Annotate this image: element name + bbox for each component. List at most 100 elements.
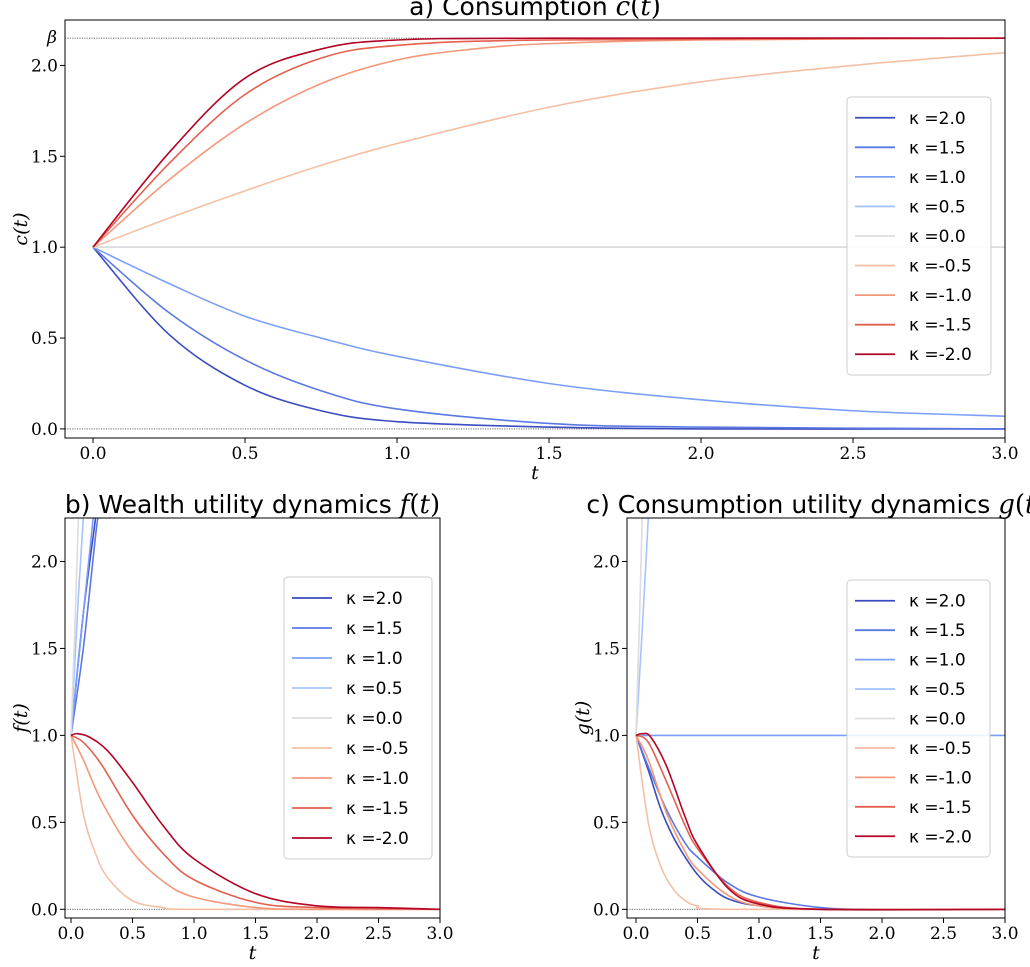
legend: κ =2.0 κ =1.5 κ =1.0 κ =0.5 κ =0.0 κ =-0.5 κ =…: [283, 576, 433, 860]
x-tick-label: 1.5: [242, 924, 269, 944]
y-tick-label: 1.5: [31, 147, 58, 167]
series-line: [70, 735, 440, 911]
legend-entry: κ =1.0: [909, 168, 966, 188]
legend-entry: κ =-1.5: [346, 799, 409, 819]
series-line: [70, 518, 80, 736]
series-line: [635, 518, 650, 736]
legend-entry: κ =1.5: [909, 138, 966, 158]
y-tick-label: 1.0: [31, 238, 58, 258]
x-axis-label: t: [812, 942, 820, 964]
x-tick-label: 2.5: [930, 924, 957, 944]
series-line: [70, 518, 99, 736]
y-tick-label: 2.0: [593, 552, 620, 572]
series-line: [70, 518, 94, 736]
y-tick-label: 2.0: [31, 56, 58, 76]
legend-entry: κ =0.5: [346, 679, 403, 699]
chart-title: b) Wealth utility dynamics f(t): [65, 490, 440, 520]
legend-entry: κ =-0.5: [909, 257, 972, 277]
chart-panel-b: 0.0 0.5 1.0 1.5 2.0 2.5 3.0 0.0 0.5 1.0 1.5 2.0 t f(t…: [10, 490, 454, 964]
legend-entry: κ =-2.0: [346, 829, 409, 849]
legend-entry: κ =-1.0: [346, 769, 409, 789]
y-tick-label: 1.0: [593, 726, 620, 746]
series-line: [70, 732, 440, 911]
legend-entry: κ =1.5: [909, 621, 966, 641]
y-tick-label: 0.0: [31, 420, 58, 440]
y-tick-label: 0.5: [31, 813, 58, 833]
legend-entry: κ =0.5: [909, 680, 966, 700]
x-tick-label: 2.0: [687, 444, 714, 464]
plot-frame: [64, 517, 441, 919]
legend-entry: κ =-1.0: [909, 286, 972, 306]
y-axis-label: g(t): [572, 701, 594, 736]
x-tick-label: 0.5: [119, 924, 146, 944]
series-line: [92, 37, 1005, 248]
series-line: [70, 734, 440, 911]
x-tick-label: 0.5: [684, 924, 711, 944]
x-tick-label: 2.0: [868, 924, 895, 944]
y-tick-label: 1.0: [31, 726, 58, 746]
beta-tick-label: β: [46, 28, 57, 48]
x-tick-label: 1.0: [745, 924, 772, 944]
plot-frame: [64, 19, 1006, 439]
legend-entry: κ =2.0: [346, 589, 403, 609]
x-tick-label: 1.0: [383, 444, 410, 464]
series-line: [635, 518, 643, 736]
x-tick-label: 3.0: [426, 924, 453, 944]
x-tick-label: 3.0: [991, 924, 1018, 944]
x-tick-label: 2.5: [839, 444, 866, 464]
legend-entry: κ =0.0: [909, 710, 966, 730]
series-line: [92, 51, 1005, 248]
series-group: [70, 518, 440, 911]
x-tick-label: 0.0: [622, 924, 649, 944]
x-tick-label: 1.5: [535, 444, 562, 464]
legend-entry: κ =0.0: [346, 709, 403, 729]
y-tick-label: 0.0: [593, 900, 620, 920]
legend-entry: κ =1.5: [346, 619, 403, 639]
legend-entry: κ =-2.0: [909, 345, 972, 365]
series-line: [635, 735, 1005, 911]
x-tick-label: 0.0: [79, 444, 106, 464]
x-axis-label: t: [249, 942, 257, 964]
x-tick-label: 1.0: [180, 924, 207, 944]
legend: κ =2.0 κ =1.5 κ =1.0 κ =0.5 κ =0.0 κ =-0.5 κ =…: [846, 579, 991, 858]
legend-entry: κ =1.0: [909, 651, 966, 671]
legend-entry: κ =2.0: [909, 592, 966, 612]
chart-title: c) Consumption utility dynamics g(t): [586, 490, 1030, 520]
y-axis-label: c(t): [10, 212, 32, 245]
chart-panel-a: β 0.0 0.5 1.0 1.5 2.0 2.5 3.0 0.0 0.5 1.0 1.5 2.0 t c(…: [10, 0, 1019, 484]
y-tick-label: 1.5: [593, 639, 620, 659]
x-tick-label: 0.0: [57, 924, 84, 944]
legend-entry: κ =-1.0: [909, 768, 972, 788]
y-tick-label: 1.5: [31, 639, 58, 659]
y-axis-label: f(t): [10, 703, 32, 735]
chart-panel-c: 0.0 0.5 1.0 1.5 2.0 2.5 3.0 0.0 0.5 1.0 1.5 2.0 t g(t…: [572, 490, 1030, 964]
legend-box: [846, 579, 991, 858]
legend-entry: κ =0.0: [909, 227, 966, 247]
legend-entry: κ =-1.5: [909, 798, 972, 818]
legend-entry: κ =-0.5: [346, 739, 409, 759]
x-tick-label: 2.5: [365, 924, 392, 944]
plot-frame: [626, 517, 1006, 919]
series-line: [635, 732, 1005, 911]
x-axis-label: t: [531, 462, 539, 484]
legend-entry: κ =-1.5: [909, 316, 972, 336]
legend-entry: κ =0.5: [909, 197, 966, 217]
series-line: [92, 37, 1005, 248]
legend: κ =2.0 κ =1.5 κ =1.0 κ =0.5 κ =0.0 κ =-0.5 κ =…: [846, 96, 992, 376]
legend-entry: κ =-2.0: [909, 827, 972, 847]
chart-title: a) Consumption c(t): [409, 0, 661, 22]
y-tick-label: 0.5: [593, 813, 620, 833]
legend-entry: κ =1.0: [346, 649, 403, 669]
series-line: [70, 735, 440, 911]
y-tick-label: 0.5: [31, 329, 58, 349]
legend-entry: κ =-0.5: [909, 739, 972, 759]
legend-box: [283, 576, 433, 860]
x-tick-label: 2.0: [303, 924, 330, 944]
x-tick-label: 0.5: [231, 444, 258, 464]
y-tick-label: 0.0: [31, 900, 58, 920]
legend-entry: κ =2.0: [909, 109, 966, 129]
series-line: [92, 246, 1005, 430]
legend-box: [846, 96, 992, 376]
y-tick-label: 2.0: [31, 552, 58, 572]
